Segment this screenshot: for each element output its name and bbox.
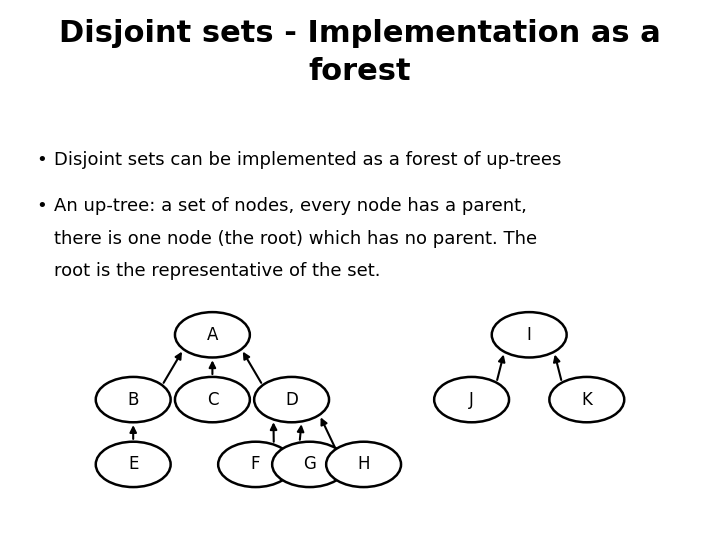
Ellipse shape [96, 377, 171, 422]
Text: H: H [357, 455, 370, 474]
Text: G: G [303, 455, 316, 474]
Ellipse shape [272, 442, 347, 487]
Ellipse shape [549, 377, 624, 422]
Text: A: A [207, 326, 218, 344]
Ellipse shape [175, 377, 250, 422]
Ellipse shape [175, 312, 250, 357]
Ellipse shape [96, 442, 171, 487]
Text: J: J [469, 390, 474, 409]
Text: E: E [128, 455, 138, 474]
Text: •: • [36, 151, 47, 169]
Text: F: F [251, 455, 261, 474]
Ellipse shape [434, 377, 509, 422]
Ellipse shape [218, 442, 293, 487]
Text: K: K [581, 390, 593, 409]
Text: Disjoint sets can be implemented as a forest of up-trees: Disjoint sets can be implemented as a fo… [54, 151, 562, 169]
Text: An up-tree: a set of nodes, every node has a parent,: An up-tree: a set of nodes, every node h… [54, 197, 527, 215]
Text: root is the representative of the set.: root is the representative of the set. [54, 262, 380, 280]
Ellipse shape [492, 312, 567, 357]
Text: B: B [127, 390, 139, 409]
Text: there is one node (the root) which has no parent. The: there is one node (the root) which has n… [54, 230, 537, 247]
Text: C: C [207, 390, 218, 409]
Text: Disjoint sets - Implementation as a: Disjoint sets - Implementation as a [59, 19, 661, 48]
Ellipse shape [254, 377, 329, 422]
Text: •: • [36, 197, 47, 215]
Text: I: I [527, 326, 531, 344]
Text: forest: forest [309, 57, 411, 86]
Text: D: D [285, 390, 298, 409]
Ellipse shape [326, 442, 401, 487]
